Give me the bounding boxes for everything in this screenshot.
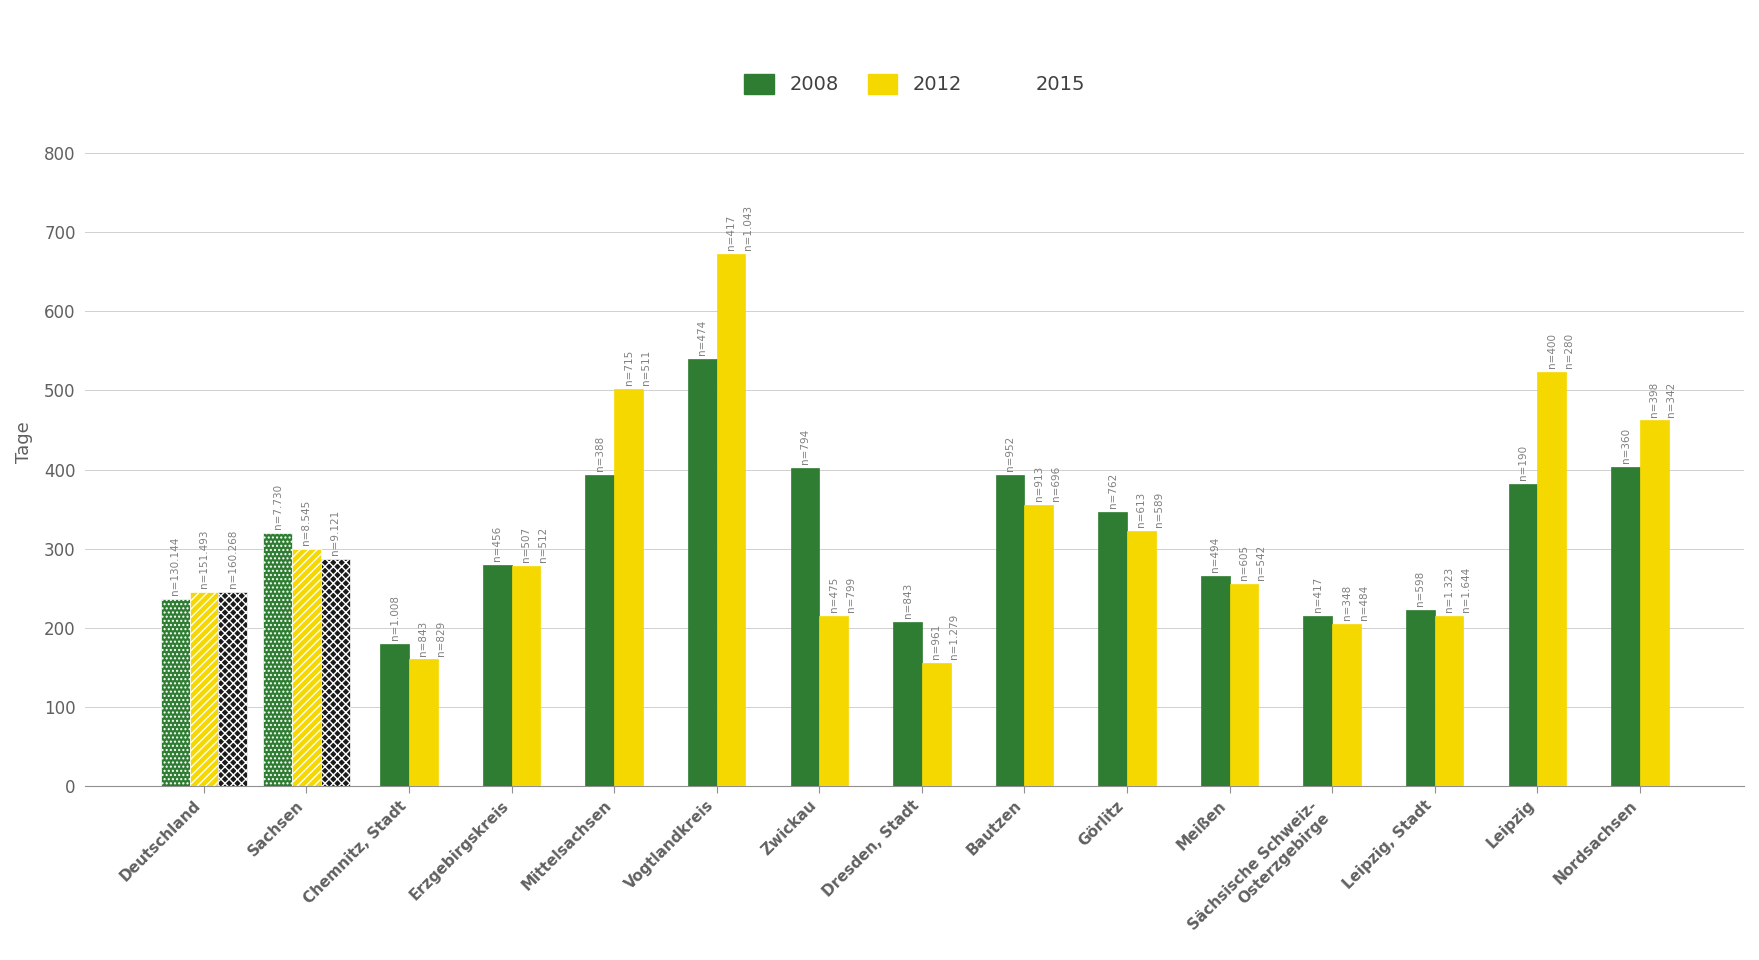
Bar [820, 616, 848, 786]
Text: n=417: n=417 [1312, 577, 1323, 612]
Bar [1509, 484, 1537, 786]
Bar [1332, 624, 1361, 786]
Text: n=843: n=843 [419, 620, 429, 656]
Text: n=1.008: n=1.008 [390, 594, 399, 639]
Text: n=511: n=511 [640, 349, 651, 385]
Text: n=342: n=342 [1666, 381, 1676, 417]
Text: n=1.043: n=1.043 [744, 205, 753, 251]
Text: n=1.323: n=1.323 [1444, 566, 1455, 612]
Bar [1611, 468, 1639, 786]
Bar [586, 475, 614, 786]
Text: n=512: n=512 [538, 527, 549, 563]
Bar [190, 592, 218, 786]
Bar [1024, 505, 1054, 786]
Bar [292, 549, 320, 786]
Text: n=605: n=605 [1238, 545, 1249, 581]
Bar [922, 663, 950, 786]
Text: n=913: n=913 [1034, 466, 1043, 501]
Bar [614, 389, 644, 786]
Bar [1230, 585, 1258, 786]
Text: n=8.545: n=8.545 [301, 499, 311, 544]
Bar [1201, 576, 1230, 786]
Text: n=542: n=542 [1256, 545, 1266, 581]
Bar [894, 622, 922, 786]
Bar [1303, 616, 1332, 786]
Text: n=400: n=400 [1546, 333, 1557, 369]
Bar [1405, 611, 1435, 786]
Text: n=417: n=417 [726, 215, 735, 251]
Bar [160, 598, 190, 786]
Bar [716, 254, 746, 786]
Y-axis label: Tage: Tage [16, 421, 33, 463]
Text: n=484: n=484 [1358, 585, 1369, 620]
Text: n=474: n=474 [697, 320, 707, 355]
Text: n=151.493: n=151.493 [199, 530, 209, 588]
Text: n=952: n=952 [1004, 436, 1015, 471]
Text: n=494: n=494 [1210, 538, 1221, 572]
Bar [410, 660, 438, 786]
Text: n=829: n=829 [436, 620, 445, 656]
Text: n=598: n=598 [1416, 571, 1425, 607]
Bar [996, 475, 1024, 786]
Bar [1537, 372, 1566, 786]
Text: n=190: n=190 [1518, 444, 1529, 480]
Bar [1435, 616, 1463, 786]
Bar [218, 592, 246, 786]
Legend: 2008, 2012, 2015: 2008, 2012, 2015 [737, 66, 1092, 102]
Text: n=456: n=456 [493, 525, 503, 561]
Text: n=348: n=348 [1342, 585, 1351, 620]
Text: n=715: n=715 [623, 349, 633, 385]
Text: n=280: n=280 [1564, 333, 1574, 369]
Text: n=843: n=843 [902, 583, 913, 618]
Bar [380, 643, 410, 786]
Text: n=1.279: n=1.279 [948, 614, 959, 660]
Text: n=589: n=589 [1154, 492, 1164, 527]
Text: n=961: n=961 [931, 624, 941, 660]
Text: n=7.730: n=7.730 [273, 484, 283, 529]
Bar [790, 468, 820, 786]
Text: n=9.121: n=9.121 [331, 510, 339, 555]
Bar [484, 564, 512, 786]
Text: n=360: n=360 [1620, 428, 1631, 464]
Bar [1098, 512, 1128, 786]
Bar [264, 533, 292, 786]
Text: n=130.144: n=130.144 [171, 537, 179, 594]
Text: n=762: n=762 [1108, 472, 1117, 508]
Text: n=613: n=613 [1136, 492, 1147, 527]
Text: n=696: n=696 [1052, 466, 1061, 501]
Text: n=388: n=388 [595, 436, 605, 471]
Bar [320, 559, 350, 786]
Text: n=1.644: n=1.644 [1462, 566, 1471, 612]
Bar [1639, 420, 1669, 786]
Text: n=475: n=475 [828, 577, 839, 612]
Bar [688, 359, 716, 786]
Text: n=794: n=794 [800, 429, 809, 464]
Bar [512, 566, 540, 786]
Text: n=799: n=799 [846, 577, 857, 612]
Text: n=507: n=507 [521, 527, 531, 563]
Bar [1128, 531, 1156, 786]
Text: n=160.268: n=160.268 [227, 530, 237, 588]
Text: n=398: n=398 [1650, 381, 1659, 417]
